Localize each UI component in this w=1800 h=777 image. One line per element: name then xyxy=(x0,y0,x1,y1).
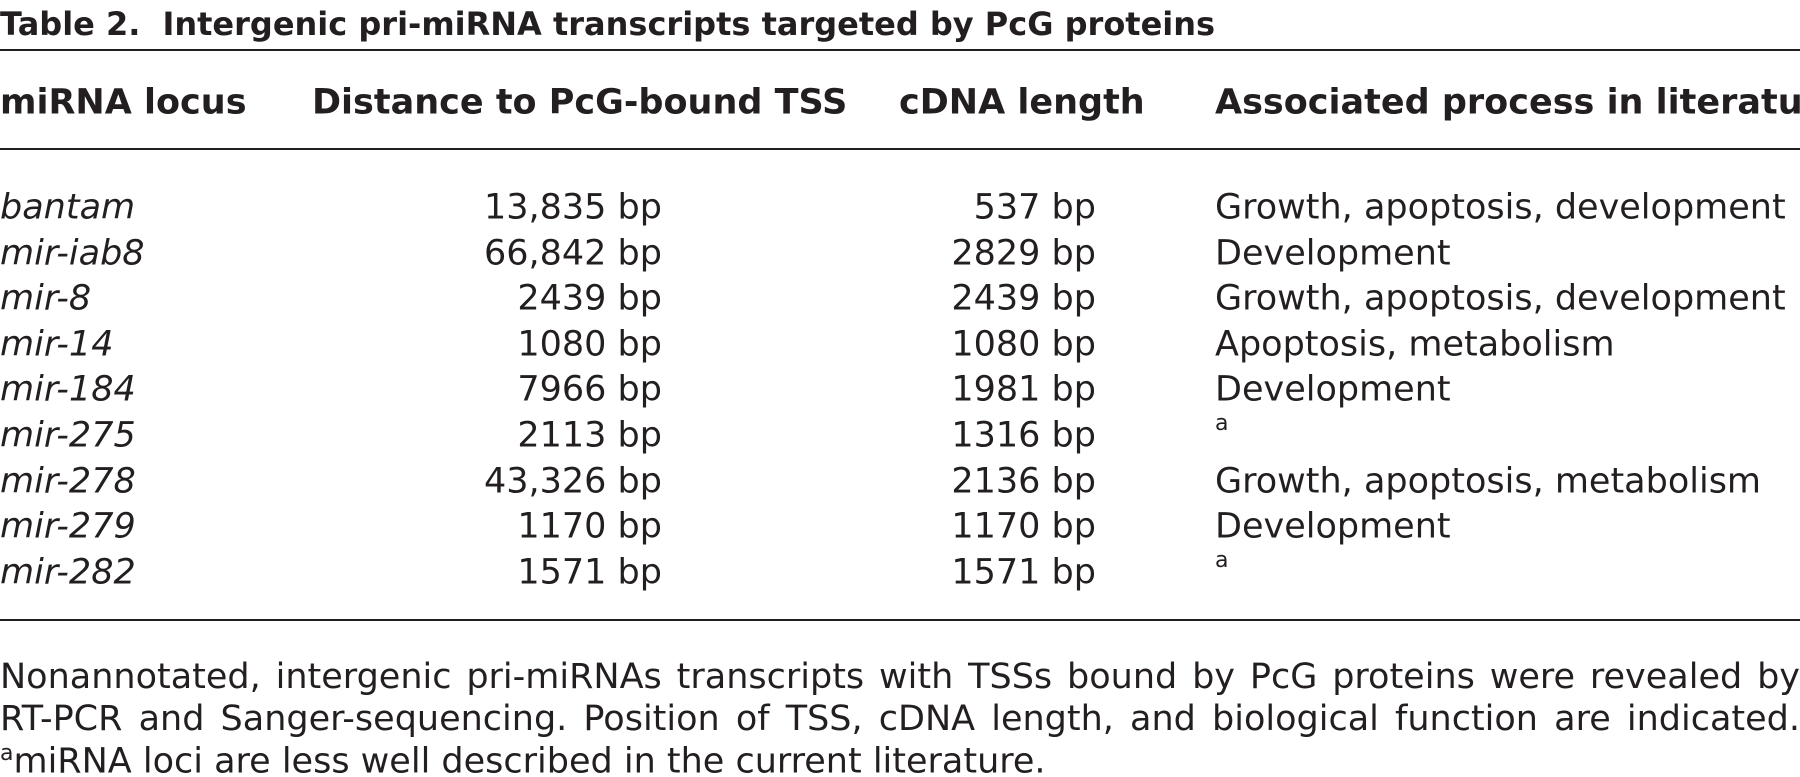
distance-cell: 2439 bp xyxy=(517,278,662,319)
process-cell: a xyxy=(1215,411,1229,436)
process-cell: Development xyxy=(1215,233,1451,274)
process-cell: Growth, apoptosis, development xyxy=(1215,278,1786,319)
bottom-rule xyxy=(0,619,1800,621)
length-cell: 1080 bp xyxy=(951,324,1096,365)
table-label: Table 2. xyxy=(0,5,141,43)
column-header: cDNA length xyxy=(899,82,1145,123)
distance-cell: 43,326 bp xyxy=(483,461,662,502)
locus-cell: mir-14 xyxy=(0,324,114,365)
locus-cell: mir-279 xyxy=(0,506,136,547)
length-cell: 1316 bp xyxy=(951,415,1096,456)
length-cell: 537 bp xyxy=(973,187,1096,228)
footnote-note: amiRNA loci are less well described in t… xyxy=(0,743,1800,777)
column-header: miRNA locus xyxy=(0,82,247,123)
distance-cell: 66,842 bp xyxy=(483,233,662,274)
footnote-marker: a xyxy=(0,741,14,766)
process-cell: Growth, apoptosis, development xyxy=(1215,187,1786,228)
length-cell: 2439 bp xyxy=(951,278,1096,319)
footnote-text: miRNA loci are less well described in th… xyxy=(13,741,1046,777)
title-text: Intergenic pri-miRNA transcripts targete… xyxy=(162,5,1216,43)
locus-cell: mir-278 xyxy=(0,461,136,502)
distance-cell: 7966 bp xyxy=(517,369,662,410)
column-header: Distance to PcG-bound TSS xyxy=(312,82,848,123)
process-cell: Development xyxy=(1215,369,1451,410)
process-cell: Development xyxy=(1215,506,1451,547)
header-rule xyxy=(0,148,1800,150)
distance-cell: 1571 bp xyxy=(517,552,662,593)
table-title: Table 2. Intergenic pri-miRNA transcripts… xyxy=(0,8,1215,40)
column-header: Associated process in literature xyxy=(1215,82,1800,123)
distance-cell: 1080 bp xyxy=(517,324,662,365)
distance-cell: 1170 bp xyxy=(517,506,662,547)
length-cell: 1981 bp xyxy=(951,369,1096,410)
length-cell: 2829 bp xyxy=(951,233,1096,274)
locus-cell: mir-275 xyxy=(0,415,136,456)
process-cell: Growth, apoptosis, metabolism xyxy=(1215,461,1762,502)
process-cell: a xyxy=(1215,547,1229,573)
locus-cell: mir-282 xyxy=(0,552,136,593)
distance-cell: 2113 bp xyxy=(517,415,662,456)
length-cell: 2136 bp xyxy=(951,461,1096,502)
locus-cell: bantam xyxy=(0,187,136,228)
footnote-line: Nonannotated, intergenic pri-miRNAs tran… xyxy=(0,657,1800,697)
locus-cell: mir-8 xyxy=(0,278,92,319)
length-cell: 1571 bp xyxy=(951,552,1096,593)
distance-cell: 13,835 bp xyxy=(483,187,662,228)
length-cell: 1170 bp xyxy=(951,506,1096,547)
top-rule xyxy=(0,49,1800,51)
locus-cell: mir-iab8 xyxy=(0,233,145,274)
footnote-line: RT-PCR and Sanger-sequencing. Position o… xyxy=(0,699,1800,739)
process-cell: Apoptosis, metabolism xyxy=(1215,324,1615,365)
locus-cell: mir-184 xyxy=(0,369,136,410)
